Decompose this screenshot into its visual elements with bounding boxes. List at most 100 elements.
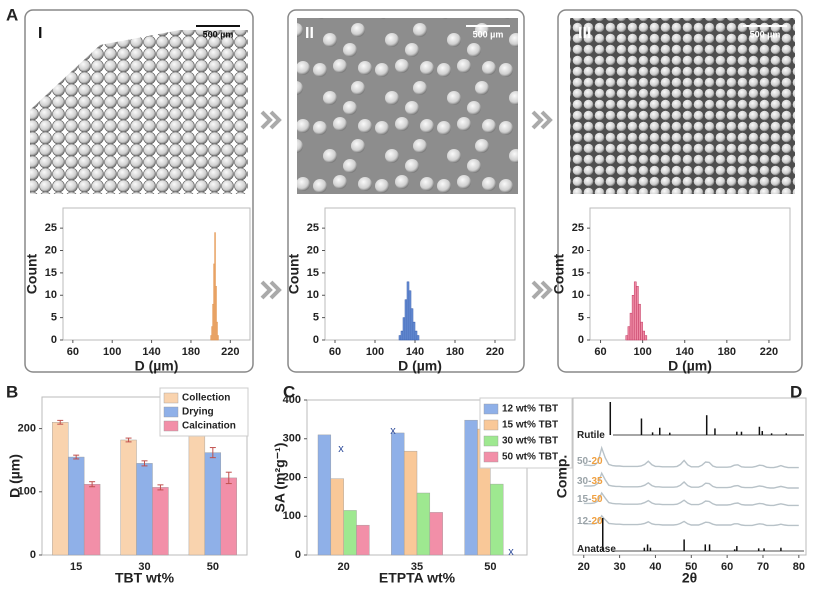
series-label-part: Rutile [577, 430, 605, 441]
y-tick-label: 15 [572, 267, 584, 279]
bar [204, 452, 222, 556]
legend-swatch [483, 419, 499, 431]
y-tick-label: 10 [307, 289, 319, 301]
bar [490, 483, 504, 556]
y-tick-label: 200 [18, 423, 36, 435]
panel-label: A [6, 5, 18, 24]
x-tick-label: 35 [411, 561, 423, 573]
bar [317, 434, 332, 556]
xrd-pattern [583, 514, 799, 527]
error-bar [89, 481, 96, 488]
legend-swatch [163, 406, 179, 418]
histogram-bar [406, 281, 410, 341]
x-axis-title: D (µm) [135, 358, 179, 374]
histogram-bar [216, 321, 218, 341]
scale-bar-label: 500 µm [473, 29, 504, 39]
bar [136, 463, 153, 556]
y-axis-title: SA (m²g⁻¹) [272, 443, 288, 513]
x-tick-label: 140 [406, 346, 424, 358]
series-label: 12-20 [577, 516, 603, 527]
plot-frame [572, 397, 807, 556]
y-tick-label: 0 [295, 549, 301, 561]
x-tick-label: 20 [338, 561, 350, 573]
xrd-pattern [583, 471, 799, 489]
x-tick-label: 140 [142, 346, 160, 358]
histogram-bar [638, 303, 641, 341]
x-tick-label: 60 [721, 561, 733, 573]
bar [429, 512, 443, 556]
histogram-bar [627, 326, 631, 341]
x-tick-label: 180 [718, 346, 736, 358]
x-tick-label: 180 [446, 346, 464, 358]
bar [220, 477, 237, 556]
legend-label: Collection [182, 393, 230, 404]
histogram-bar [215, 286, 217, 341]
error-bar [209, 447, 216, 459]
histogram-bar [631, 295, 635, 341]
x-tick-label: 180 [182, 346, 200, 358]
y-tick-label: 0 [30, 549, 36, 561]
panel-label: C [283, 382, 295, 401]
histogram-bar [402, 317, 406, 341]
error-bar [57, 419, 64, 425]
legend-label: 12 wt% TBT [502, 404, 558, 415]
annotation: x [338, 443, 344, 455]
bar [83, 484, 101, 556]
y-tick-label: 25 [572, 222, 584, 234]
y-tick-label: 5 [313, 312, 319, 324]
bar [330, 478, 344, 556]
histogram-bar [642, 330, 645, 341]
bar [416, 492, 431, 556]
x-tick-label: 30 [613, 561, 625, 573]
x-tick-label: 40 [649, 561, 661, 573]
y-tick-label: 25 [307, 222, 319, 234]
annotation: x [508, 546, 514, 558]
y-tick-label: 20 [572, 244, 584, 256]
x-tick-label: 15 [70, 561, 82, 573]
histogram-bar [404, 299, 408, 341]
x-tick-label: 50 [207, 561, 219, 573]
x-tick-label: 50 [484, 561, 496, 573]
y-tick-label: 0 [51, 334, 57, 346]
y-axis-title: Comp. [554, 455, 570, 499]
series-label-part: Anatase [577, 544, 616, 555]
bar [188, 428, 206, 556]
legend-swatch [483, 435, 499, 447]
x-tick-label: 220 [486, 346, 504, 358]
error-bar [157, 484, 164, 491]
y-axis-title: Count [551, 253, 567, 294]
bar [464, 419, 478, 556]
series-label: 15-50 [577, 494, 603, 505]
series-label-part: 30- [577, 476, 591, 487]
annotation: x [390, 425, 396, 437]
panel-label: D [790, 382, 802, 401]
x-tick-label: 220 [221, 346, 239, 358]
histogram-bar [644, 335, 648, 341]
x-tick-label: 50 [685, 561, 697, 573]
error-bar [73, 454, 80, 460]
bar [67, 456, 85, 556]
bar [152, 487, 169, 556]
x-tick-label: 70 [757, 561, 769, 573]
x-tick-label: 100 [633, 346, 651, 358]
series-label-part: 20 [591, 456, 603, 467]
series-label-part: 20 [591, 516, 603, 527]
xrd-pattern [583, 491, 799, 507]
y-tick-label: 15 [45, 267, 57, 279]
bar [403, 450, 418, 556]
scale-bar-label: 500 µm [203, 29, 234, 39]
series-label: Rutile [577, 430, 605, 441]
series-label-part: 50 [591, 494, 603, 505]
y-tick-label: 0 [578, 334, 584, 346]
histogram-bar [629, 312, 633, 341]
legend-label: Calcination [182, 421, 236, 432]
series-label-part: 12- [577, 516, 591, 527]
histogram-bar [398, 335, 402, 341]
y-axis-title: Count [286, 253, 302, 294]
y-tick-label: 200 [283, 471, 301, 483]
series-label: Anatase [577, 544, 616, 555]
error-bar [141, 460, 148, 467]
series-label-part: 35 [591, 476, 603, 487]
bar [52, 422, 69, 556]
image-label: I [38, 25, 42, 42]
